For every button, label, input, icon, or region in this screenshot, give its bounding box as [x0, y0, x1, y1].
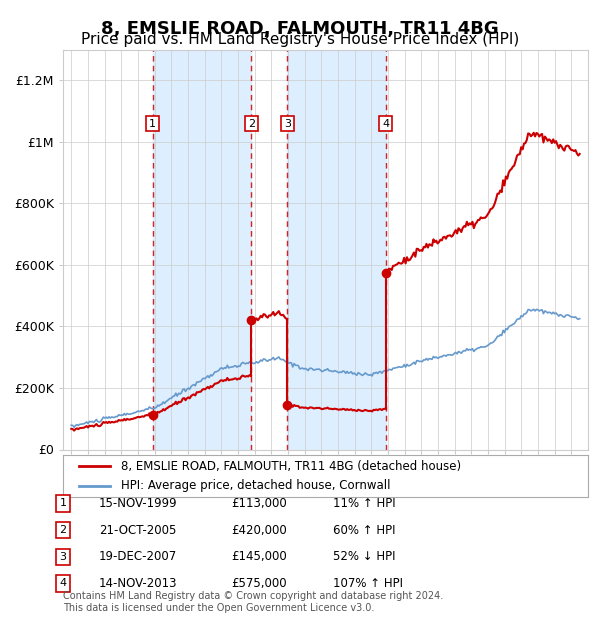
Text: 15-NOV-1999: 15-NOV-1999	[99, 497, 178, 510]
Text: 60% ↑ HPI: 60% ↑ HPI	[333, 524, 395, 536]
Text: 52% ↓ HPI: 52% ↓ HPI	[333, 551, 395, 563]
Text: 4: 4	[59, 578, 67, 588]
Bar	[152, 50, 251, 450]
Text: 4: 4	[382, 118, 389, 128]
Text: 8, EMSLIE ROAD, FALMOUTH, TR11 4BG: 8, EMSLIE ROAD, FALMOUTH, TR11 4BG	[101, 20, 499, 38]
Text: 21-OCT-2005: 21-OCT-2005	[99, 524, 176, 536]
Text: 107% ↑ HPI: 107% ↑ HPI	[333, 577, 403, 590]
Text: 2: 2	[59, 525, 67, 535]
Text: 3: 3	[59, 552, 67, 562]
Text: 8, EMSLIE ROAD, FALMOUTH, TR11 4BG (detached house): 8, EMSLIE ROAD, FALMOUTH, TR11 4BG (deta…	[121, 460, 461, 473]
Text: £113,000: £113,000	[231, 497, 287, 510]
Text: 3: 3	[284, 118, 291, 128]
Text: 11% ↑ HPI: 11% ↑ HPI	[333, 497, 395, 510]
Text: 14-NOV-2013: 14-NOV-2013	[99, 577, 178, 590]
Text: 19-DEC-2007: 19-DEC-2007	[99, 551, 177, 563]
Text: £420,000: £420,000	[231, 524, 287, 536]
Text: £575,000: £575,000	[231, 577, 287, 590]
Text: £145,000: £145,000	[231, 551, 287, 563]
Text: Contains HM Land Registry data © Crown copyright and database right 2024.
This d: Contains HM Land Registry data © Crown c…	[63, 591, 443, 613]
Text: 2: 2	[248, 118, 255, 128]
Text: Price paid vs. HM Land Registry's House Price Index (HPI): Price paid vs. HM Land Registry's House …	[81, 32, 519, 47]
Text: HPI: Average price, detached house, Cornwall: HPI: Average price, detached house, Corn…	[121, 479, 390, 492]
Text: 1: 1	[149, 118, 156, 128]
Bar	[287, 50, 386, 450]
Text: 1: 1	[59, 498, 67, 508]
